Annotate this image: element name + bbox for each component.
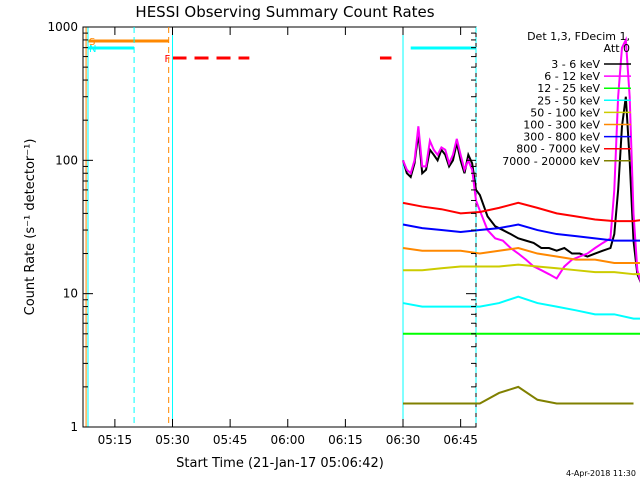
series-line-3 <box>402 295 640 320</box>
x-tick-label-4: 06:15 <box>328 433 363 447</box>
legend-label-5: 100 - 300 keV <box>523 119 600 132</box>
flag-label-s: S <box>89 37 95 48</box>
y-tick-label-2: 100 <box>55 153 78 167</box>
legend-label-6: 300 - 800 keV <box>523 131 600 144</box>
x-tick-label-0: 05:15 <box>98 433 133 447</box>
series-line-1 <box>402 36 640 283</box>
footer-date: 4-Apr-2018 11:30 <box>566 469 636 478</box>
flag-label-n: N <box>89 44 96 55</box>
series-line-6 <box>402 223 640 242</box>
legend-header-line1: Det 1,3, FDecim 1, <box>527 30 630 43</box>
y-tick-label-3: 1000 <box>47 20 78 34</box>
series-line-4 <box>403 263 640 276</box>
x-axis-label: Start Time (21-Jan-17 05:06:42) <box>176 456 384 471</box>
series-line-7 <box>402 201 640 223</box>
legend-label-7: 800 - 7000 keV <box>516 143 600 156</box>
legend-header-line2: Att 0 <box>604 42 630 55</box>
y-tick-label-0: 1 <box>70 420 78 434</box>
flag-label-f: F <box>165 54 171 65</box>
series-line-8 <box>403 385 634 405</box>
series-line-0 <box>402 96 640 283</box>
y-axis-label: Count Rate (s⁻¹ detector⁻¹) <box>23 139 38 316</box>
legend-label-4: 50 - 100 keV <box>530 106 600 119</box>
legend-label-1: 6 - 12 keV <box>544 70 600 83</box>
legend-label-2: 12 - 25 keV <box>537 82 600 95</box>
y-tick-label-1: 10 <box>63 287 78 301</box>
legend-label-0: 3 - 6 keV <box>551 58 600 71</box>
legend-label-8: 7000 - 20000 keV <box>502 155 600 168</box>
x-tick-label-6: 06:45 <box>443 433 478 447</box>
x-tick-label-3: 06:00 <box>270 433 305 447</box>
legend-label-3: 25 - 50 keV <box>537 94 600 107</box>
x-tick-label-2: 05:45 <box>213 433 248 447</box>
series-line-5 <box>402 246 640 264</box>
x-tick-label-5: 06:30 <box>386 433 421 447</box>
chart-title: HESSI Observing Summary Count Rates <box>135 3 434 21</box>
x-tick-label-1: 05:30 <box>155 433 190 447</box>
